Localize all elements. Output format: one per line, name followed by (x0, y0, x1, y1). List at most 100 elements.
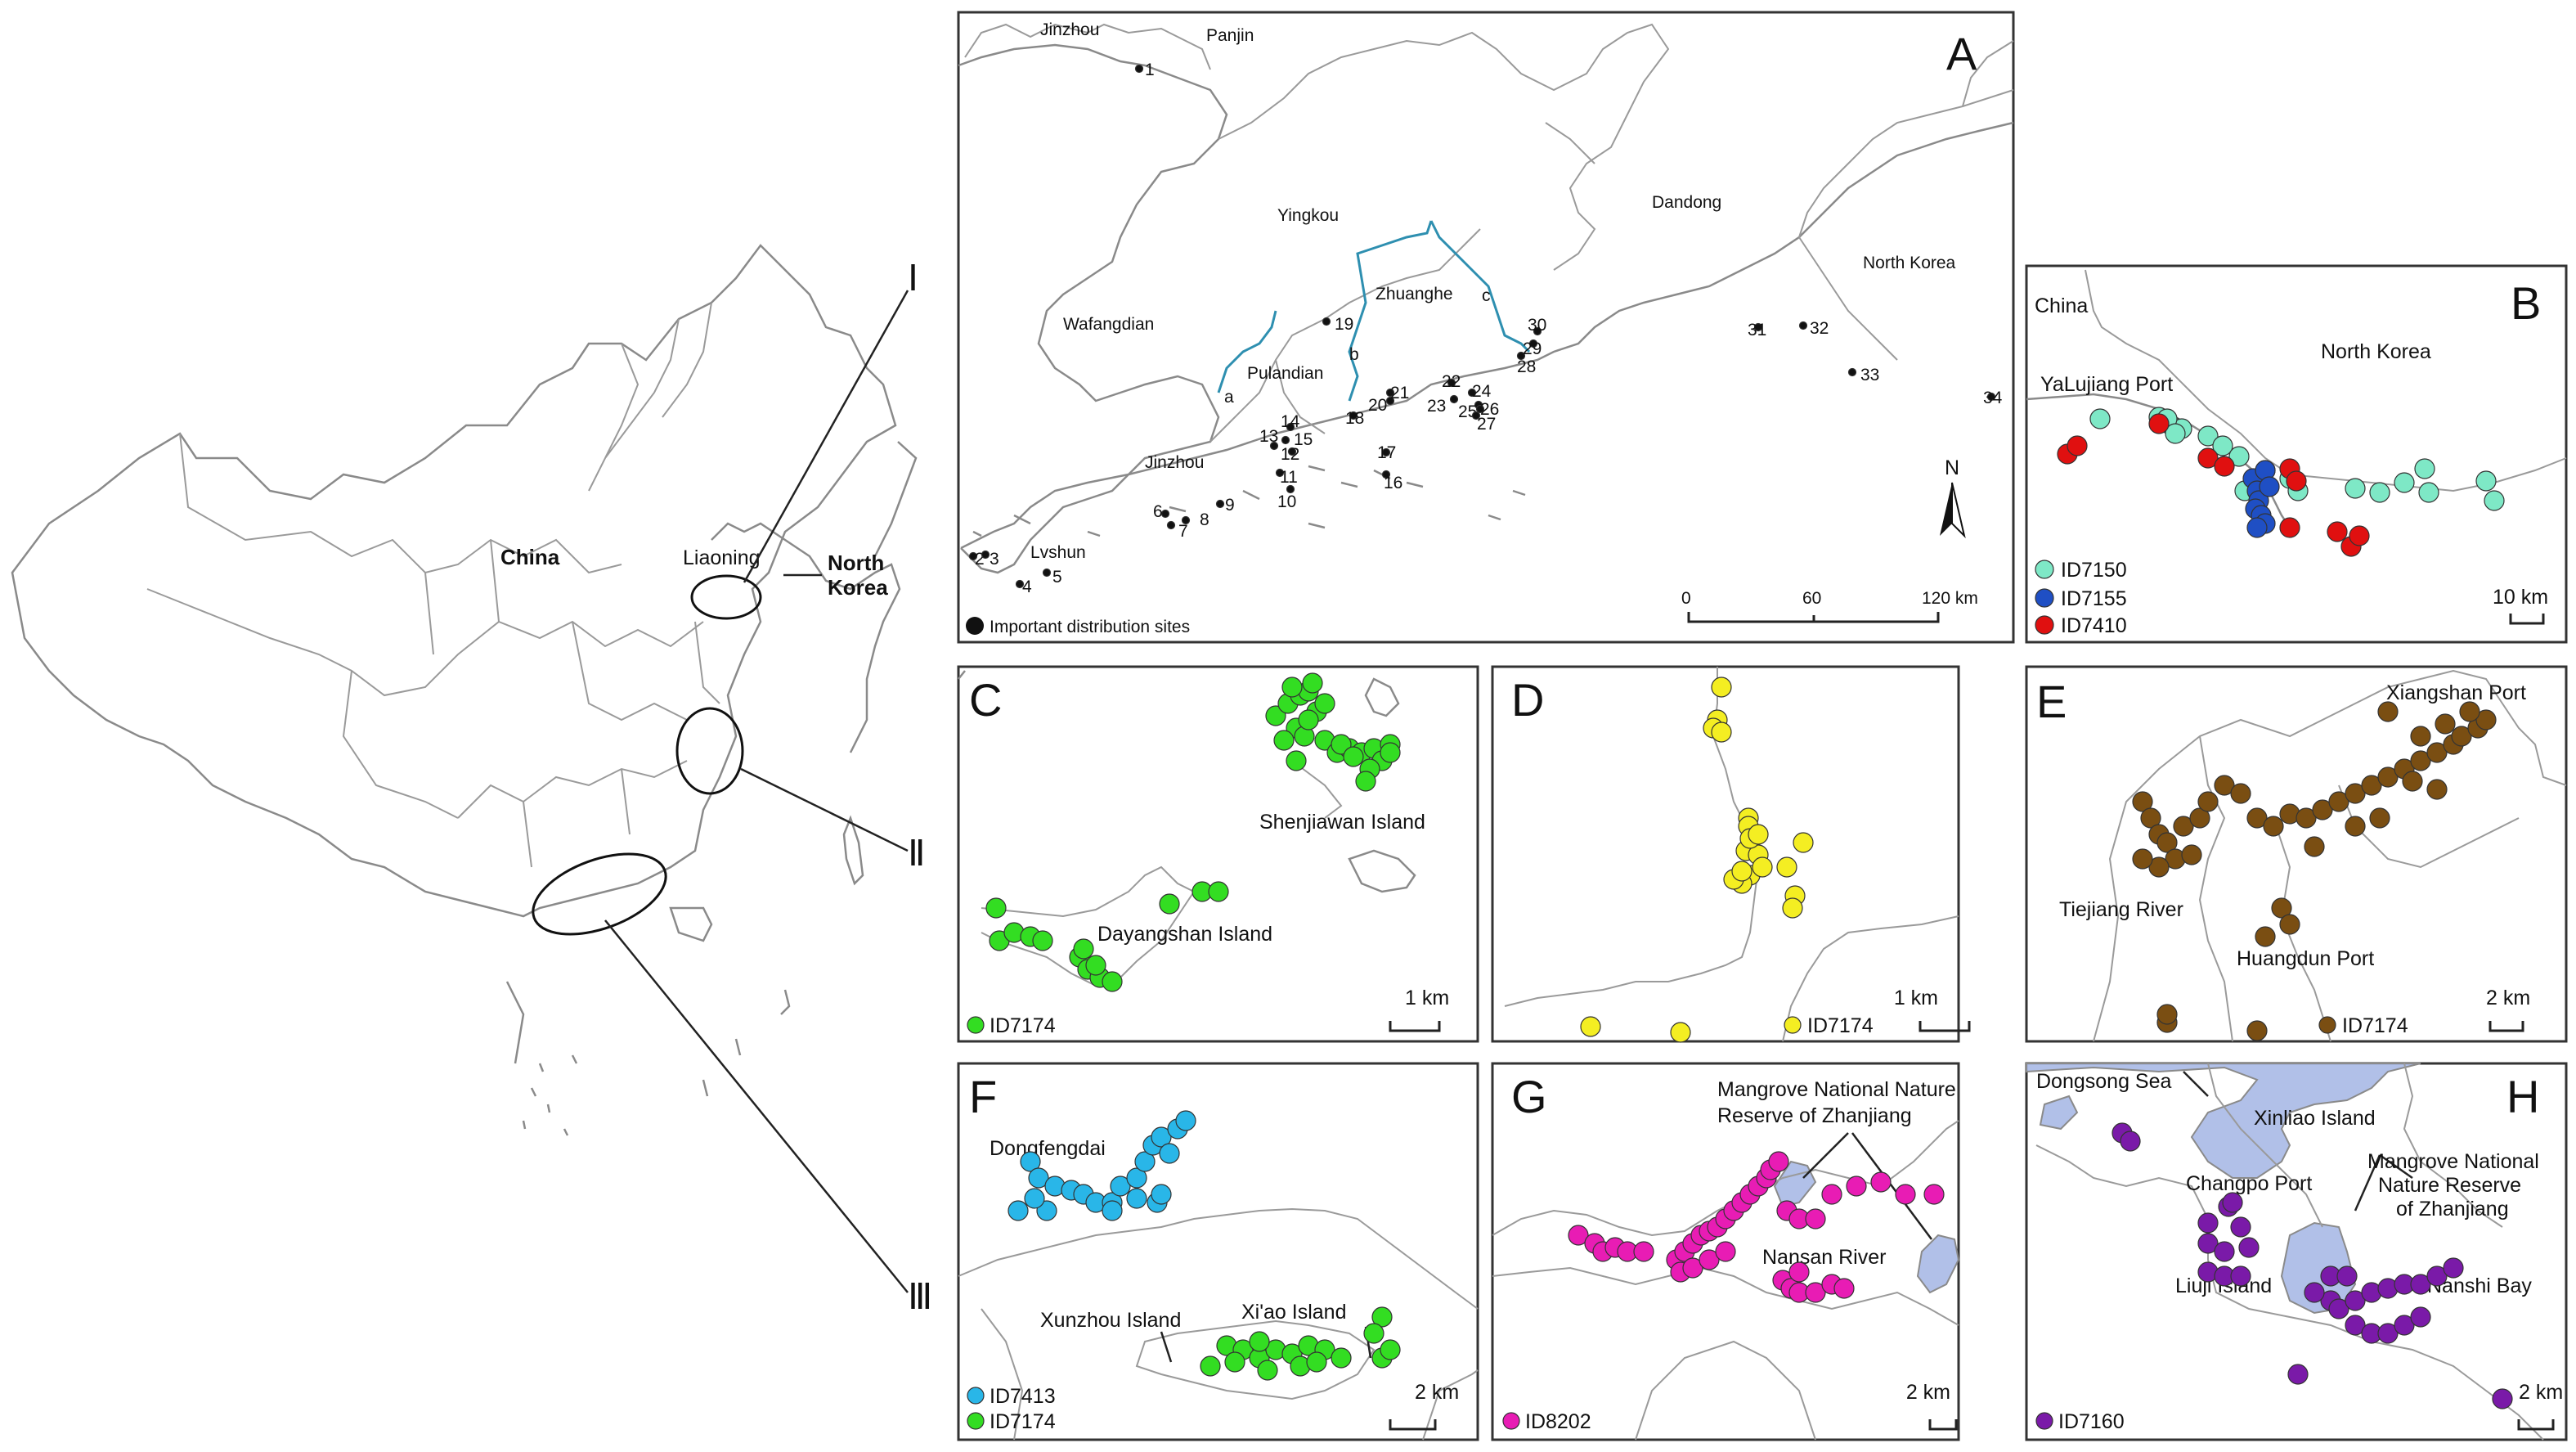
legend-id7155: ID7155 (2061, 587, 2127, 610)
id7150-point (2394, 472, 2415, 493)
site-number-label: 27 (1477, 415, 1496, 434)
id7413-point (1159, 1143, 1180, 1164)
site-number-label: 14 (1281, 412, 1300, 431)
id7150-point (2484, 490, 2505, 511)
site-marker (981, 550, 990, 560)
site-number-label: 4 (1022, 578, 1032, 596)
legend-site-marker (966, 617, 984, 635)
site-marker (1275, 468, 1285, 478)
place-mangrove-h-line2: Nature Reserve (2378, 1174, 2521, 1197)
id7174-point (1355, 771, 1376, 792)
id8202-point (1715, 1241, 1736, 1262)
id7413-point (1028, 1167, 1049, 1189)
panel-h-scale-label: 2 km (2519, 1381, 2563, 1404)
site-number-label: 8 (1200, 510, 1209, 529)
site-number-label: 15 (1294, 430, 1313, 449)
id7174-point (1032, 930, 1053, 951)
id8202-point (1633, 1241, 1654, 1262)
panel-e-occurrences (2132, 701, 2497, 1041)
id7174-point (985, 897, 1007, 919)
panel-b-scale-label: 10 km (2493, 586, 2548, 609)
place-dandong: Dandong (1652, 193, 1721, 212)
river-b (1348, 220, 1433, 402)
id7174-point (1331, 734, 1352, 755)
site-marker (1322, 317, 1331, 326)
reserve-leader-2 (1851, 1132, 1933, 1240)
leader-line-2 (740, 767, 909, 852)
panel-b-letter: B (2511, 277, 2541, 329)
id7174-point (1731, 861, 1752, 882)
north-korea-label-line2: Korea (828, 575, 888, 600)
river-a (1217, 310, 1277, 393)
id7150-point (2089, 408, 2111, 429)
north-arrow-left (1940, 483, 1952, 536)
id7413-point (1110, 1176, 1131, 1197)
panel-g-letter: G (1511, 1071, 1547, 1122)
id7413-point (1102, 1200, 1123, 1221)
id7174-point (1208, 881, 1229, 902)
site-marker (1447, 378, 1456, 388)
place-tiejiang-river: Tiejiang River (2059, 898, 2183, 921)
id7174-point (1371, 1306, 1393, 1328)
site-marker (1181, 515, 1191, 525)
site-marker (1042, 568, 1052, 578)
site-number-label: 16 (1384, 474, 1402, 492)
site-number-label: 23 (1427, 397, 1446, 416)
site-number-label: 1 (1145, 61, 1155, 79)
site-marker (1286, 484, 1295, 494)
id7155-point (2246, 517, 2268, 538)
id7174-point (2279, 914, 2300, 935)
id7174-point (1200, 1355, 1221, 1377)
id7174-point (2140, 807, 2161, 829)
panel-h-scale-bar (2517, 1419, 2555, 1431)
id7174-point (1159, 893, 1180, 915)
id7174-point (2255, 926, 2276, 947)
id7160-point (2410, 1274, 2431, 1295)
id8202-point (1788, 1261, 1810, 1283)
id7174-point (1776, 856, 1797, 878)
site-marker (1166, 520, 1176, 530)
site-number-label: 9 (1225, 496, 1235, 515)
place-china: China (2035, 294, 2088, 317)
dongsong-sea-area (2026, 1063, 2421, 1179)
id7174-point (2230, 783, 2251, 804)
site-marker (1385, 388, 1395, 398)
roman-numeral-2: Ⅱ (908, 834, 926, 874)
id8202-point (1895, 1184, 1916, 1205)
site-number-label: 29 (1523, 339, 1542, 358)
legend-site-label: Important distribution sites (990, 618, 1190, 636)
china-label: China (500, 545, 560, 569)
place-xunzhou-island: Xunzhou Island (1040, 1309, 1181, 1332)
place-mangrove-g-line1: Mangrove National Nature (1717, 1078, 1956, 1101)
site-marker (1516, 351, 1526, 361)
place-jinzhou-south: Jinzhou (1145, 453, 1204, 472)
site-number-label: 17 (1377, 443, 1396, 462)
place-dongsong-sea: Dongsong Sea (2036, 1070, 2172, 1093)
site-marker (1134, 64, 1144, 74)
id7160-point (2304, 1282, 2325, 1303)
id7174-point (2369, 807, 2390, 829)
mangrove-h-leader-1 (2354, 1154, 2381, 1211)
place-yingkou: Yingkou (1277, 206, 1339, 225)
id7174-point (1580, 1016, 1601, 1037)
panel-c-letter: C (969, 674, 1002, 726)
panel-f-letter: F (969, 1071, 997, 1122)
site-marker (1381, 447, 1391, 457)
site-marker (1385, 396, 1395, 406)
panel-d-scale-label: 1 km (1894, 987, 1938, 1009)
id7160-point (2336, 1265, 2358, 1287)
reserve-area-2 (1916, 1234, 1960, 1294)
place-mangrove-h-line3: of Zhanjiang (2396, 1198, 2509, 1220)
panel-g-occurrences (1568, 1151, 1945, 1303)
id7174-point (2328, 791, 2349, 812)
panel-g-scale-label: 2 km (1906, 1381, 1950, 1404)
id7413-point (1151, 1126, 1172, 1148)
id7174-point (2214, 775, 2235, 796)
id7174-point (1073, 938, 1094, 960)
id7410-point (2214, 456, 2235, 477)
site-marker (1753, 322, 1763, 332)
id7410-point (2197, 447, 2219, 469)
id7174-point (1224, 1351, 1245, 1373)
id7160-point (2214, 1241, 2235, 1262)
panel-g-scale-bar (1928, 1419, 1958, 1431)
